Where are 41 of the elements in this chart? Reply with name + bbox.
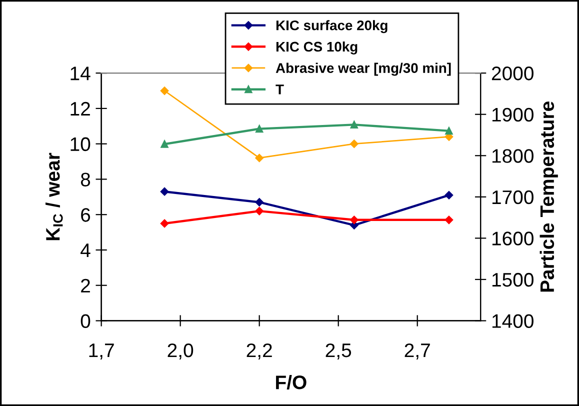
y-tick-label: 2 [81,278,90,292]
point [350,120,358,128]
point [255,154,264,162]
y2-tick-label: 1600 [492,232,534,246]
y2-tick-label: 1500 [492,272,534,287]
point [445,127,453,135]
point [444,191,454,200]
x-tick-label: 2,5 [326,343,352,360]
y-tick-label: 4 [80,244,90,258]
point [160,187,169,196]
y-tick-label: 6 [81,208,90,222]
y-tick-label: 10 [70,137,90,152]
y2-tick-label: 1800 [492,149,534,163]
y2-tick-label: 1900 [492,108,534,122]
legend-label: T [276,84,284,94]
point [350,140,358,148]
x-axis-title: F/O [276,374,306,390]
point [350,216,358,224]
point [255,198,264,206]
y-tick-label: 12 [70,102,90,116]
x-tick-label: 2,2 [246,343,272,360]
point [444,216,454,224]
y2-axis-title: Particle Temperature [540,102,558,292]
point [160,219,169,228]
point [256,124,264,133]
y-tick-label: 0 [80,314,90,328]
x-tick-label: 2,0 [168,343,194,360]
y-axis-title: K$_{IC}$ / wear [46,152,63,240]
y2-tick-label: 1400 [492,314,534,328]
legend-label: KIC CS 10kg [276,41,358,54]
legend-label: Abrasive wear [mg/30 min] [276,62,451,76]
y-tick-label: 8 [80,172,90,186]
x-tick-label: 2,7 [404,343,430,360]
y2-tick-label: 1700 [492,190,534,204]
y2-tick-label: 2000 [492,66,534,80]
point [255,206,264,216]
y-tick-label: 14 [70,66,90,80]
point [160,86,169,95]
x-tick-label: 1,7 [89,344,114,360]
point [160,140,168,148]
legend-label: KIC surface 20kg [276,20,388,34]
